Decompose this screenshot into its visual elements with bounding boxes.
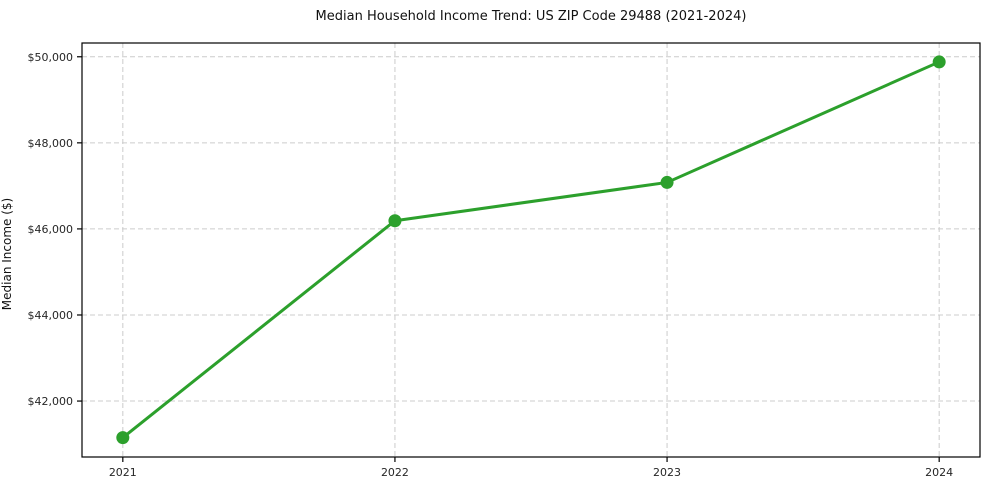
data-point bbox=[660, 175, 674, 189]
x-tick-label: 2023 bbox=[653, 466, 681, 479]
x-tick-label: 2021 bbox=[109, 466, 137, 479]
y-tick-label: $50,000 bbox=[28, 51, 74, 64]
y-tick-label: $42,000 bbox=[28, 395, 74, 408]
data-point bbox=[388, 214, 402, 228]
data-point bbox=[116, 431, 130, 445]
x-tick-label: 2024 bbox=[925, 466, 953, 479]
x-tick-label: 2022 bbox=[381, 466, 409, 479]
data-point bbox=[932, 55, 946, 69]
trend-line bbox=[121, 60, 941, 440]
y-tick-label: $48,000 bbox=[28, 137, 74, 150]
y-tick-label: $46,000 bbox=[28, 223, 74, 236]
y-tick-label: $44,000 bbox=[28, 309, 74, 322]
chart-title: Median Household Income Trend: US ZIP Co… bbox=[315, 9, 747, 24]
axis-frame bbox=[81, 42, 981, 458]
